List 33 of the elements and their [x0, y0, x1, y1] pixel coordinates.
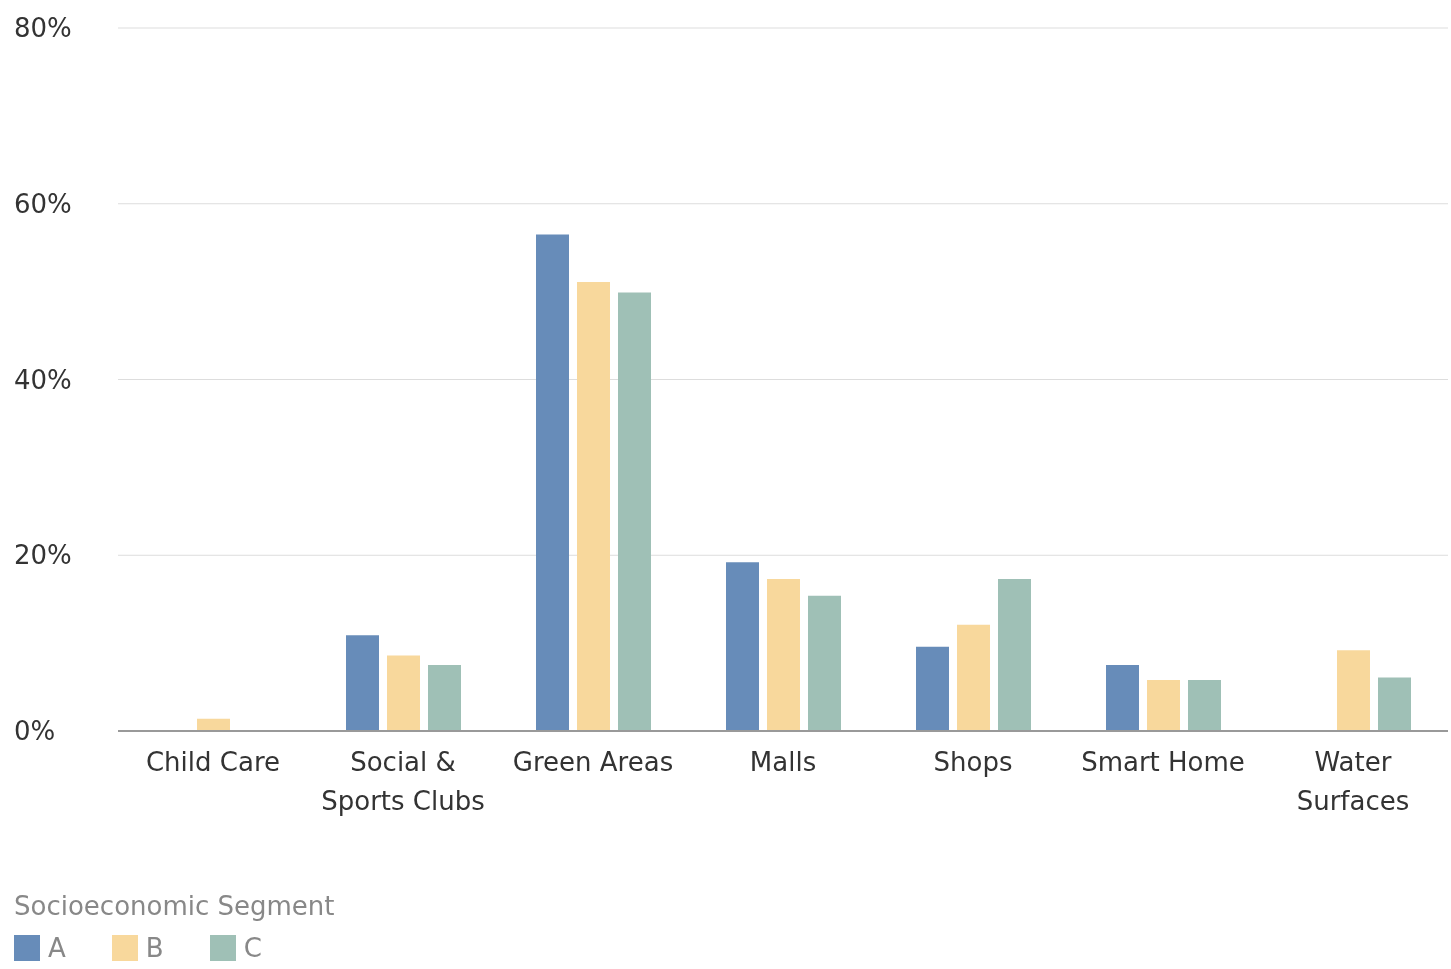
legend-label: C	[243, 933, 262, 963]
y-tick-label: 0%	[14, 716, 56, 746]
x-tick-label: Shops	[933, 747, 1013, 777]
legend-label: B	[145, 933, 164, 963]
bar	[1147, 680, 1180, 731]
y-tick-label: 20%	[14, 540, 72, 571]
bar	[1378, 677, 1411, 731]
bar	[808, 595, 841, 731]
x-tick-label: Child Care	[145, 747, 281, 777]
y-tick-label: 40%	[14, 364, 72, 395]
bar	[1337, 650, 1370, 731]
legend-title: Socioeconomic Segment	[14, 891, 336, 921]
bar	[726, 562, 759, 731]
bar	[577, 281, 610, 731]
y-tick-label: 80%	[14, 13, 72, 43]
bar	[387, 655, 420, 731]
x-tick-label: Smart Home	[1081, 747, 1245, 777]
bar	[618, 292, 651, 731]
bar	[346, 635, 379, 731]
bar	[1106, 665, 1139, 731]
bar	[998, 578, 1031, 731]
x-tick-label: Social & Sports Clubs	[321, 747, 485, 816]
y-tick-label: 60%	[14, 188, 72, 219]
bar	[428, 665, 461, 731]
bar	[916, 646, 949, 731]
x-tick-label: Malls	[749, 747, 817, 777]
bar	[536, 234, 569, 731]
bar	[767, 578, 800, 731]
legend-label: A	[48, 933, 66, 963]
bar	[1188, 680, 1221, 731]
x-tick-label: Green Areas	[512, 747, 674, 777]
x-tick-label: Water Surfaces	[1296, 747, 1410, 816]
bar	[957, 624, 990, 731]
